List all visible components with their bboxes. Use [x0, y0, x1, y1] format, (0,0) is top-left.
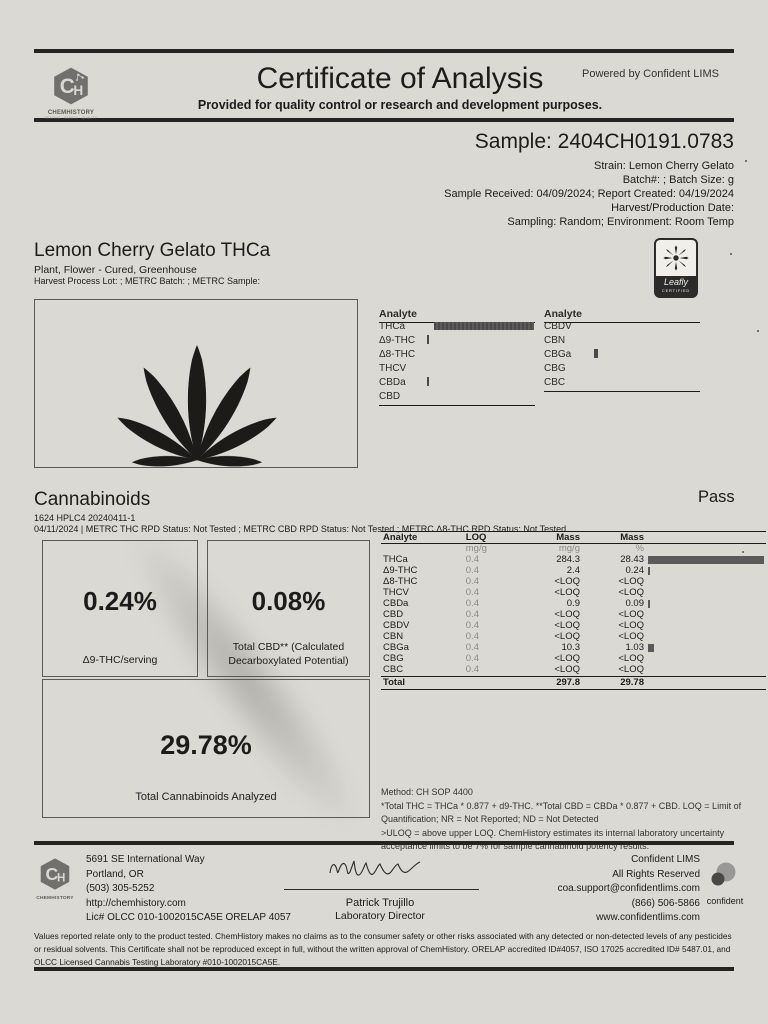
svg-text:H: H	[73, 83, 83, 98]
svg-text:C: C	[60, 75, 75, 98]
svg-text:H: H	[57, 872, 65, 884]
svg-text:C: C	[45, 864, 58, 884]
